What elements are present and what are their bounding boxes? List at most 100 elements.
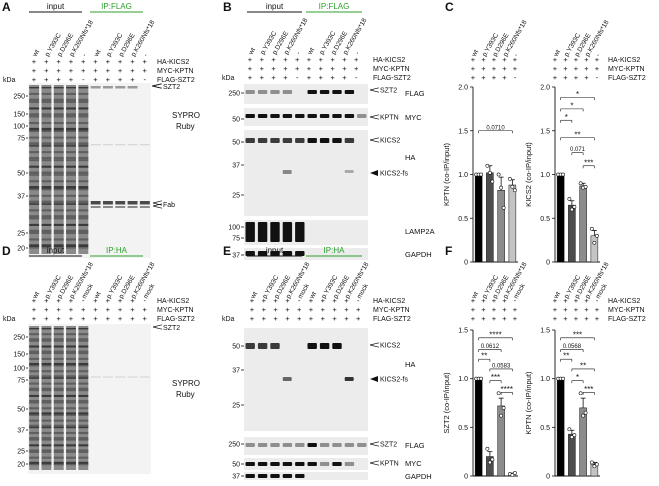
condition-mark: +: [106, 75, 111, 84]
gel-protein-band: [78, 382, 89, 385]
antibody-label: MYC: [405, 459, 422, 468]
condition-mark: +: [283, 73, 288, 82]
data-point: [561, 376, 566, 381]
condition-mark: +: [321, 305, 326, 314]
gel-protein-band: [29, 116, 40, 118]
gel-protein-band: [29, 171, 40, 175]
condition-mark: +: [248, 55, 253, 64]
condition-mark: +: [513, 64, 518, 73]
condition-mark: +: [553, 314, 558, 323]
gel-protein-band: [29, 365, 40, 367]
gel-protein-band: [41, 449, 52, 453]
gel-protein-band: [53, 116, 64, 118]
y-tick-label: 2.0: [540, 85, 550, 92]
condition-mark: +: [56, 305, 61, 314]
gel-protein-band: [78, 333, 89, 336]
blot-band: [282, 474, 293, 478]
y-tick-label: 1.0: [458, 376, 468, 383]
gel-protein-band: [41, 340, 52, 342]
blot-band: [357, 443, 367, 447]
blot-band: [282, 138, 293, 143]
gel-protein-band: [53, 159, 64, 162]
mw-marker: 20: [17, 462, 25, 469]
gel-lane-smear: [66, 85, 76, 254]
condition-mark: +: [143, 314, 148, 323]
gel-protein-band: [53, 375, 64, 379]
gel-protein-band: [66, 412, 76, 416]
data-point: [572, 433, 577, 438]
significance-label: **: [580, 361, 586, 370]
bar-chart: 0 0.5 1.0 1.5 2.0 KPTN (co-IP/input) 0.0710: [442, 85, 518, 267]
gel-protein-band: [29, 345, 40, 348]
lane-name: wt: [93, 291, 103, 301]
gel-protein-band: [29, 387, 40, 391]
condition-mark: +: [553, 73, 558, 82]
condition-label: HA-KICS2: [373, 57, 405, 64]
condition-mark: +: [106, 314, 111, 323]
data-point: [512, 471, 517, 475]
condition-mark: +: [32, 66, 37, 75]
gel-protein-band: [78, 456, 89, 459]
blot-band: [307, 138, 317, 143]
gel-protein-band: [41, 402, 52, 404]
y-tick-label: 1.0: [540, 376, 550, 383]
condition-mark: +: [332, 314, 337, 323]
gel-protein-band: [29, 194, 40, 197]
condition-mark: +: [271, 55, 276, 64]
gel-protein-band: [66, 340, 76, 342]
gel-protein-band: [29, 218, 40, 220]
gel-lane-smear: [53, 85, 64, 254]
gel-protein-band: [29, 121, 40, 125]
gel-protein-band: [66, 116, 76, 118]
gel-fab-band: [90, 201, 101, 205]
condition-mark: +: [309, 296, 314, 305]
gel-protein-band: [66, 375, 76, 379]
condition-mark: +: [563, 305, 568, 314]
gel-protein-band: [53, 365, 64, 367]
condition-mark: +: [502, 64, 507, 73]
gel-protein-band: [53, 426, 64, 429]
mw-marker: 250: [13, 335, 25, 342]
antibody-label: HA: [405, 153, 415, 162]
gel-lane-smear: [29, 326, 40, 470]
gel-protein-band: [53, 414, 64, 416]
condition-mark: +: [285, 296, 290, 305]
gel-protein-band: [29, 377, 40, 379]
gel-protein-band: [66, 444, 76, 447]
data-point: [594, 462, 599, 467]
gel-protein-band: [66, 156, 76, 160]
condition-mark: -: [596, 73, 599, 82]
data-point: [499, 413, 504, 418]
gel-protein-band: [29, 352, 40, 355]
significance-label: *: [576, 373, 579, 382]
gel-protein-band: [41, 431, 52, 435]
blot-band: [257, 443, 268, 447]
gel-protein-band: [78, 156, 89, 160]
data-point: [567, 427, 572, 432]
gel-protein-band: [78, 402, 89, 404]
condition-mark: +: [481, 64, 486, 73]
condition-mark: -: [296, 73, 299, 82]
gel-protein-band: [53, 127, 64, 131]
data-point: [561, 172, 566, 177]
significance-label: *: [576, 90, 579, 99]
data-point: [501, 205, 506, 210]
condition-mark: +: [32, 57, 37, 66]
blot-band: [344, 170, 354, 173]
gel-lane-smear: [29, 85, 40, 254]
blot-band: [319, 138, 330, 143]
condition-mark: +: [262, 305, 267, 314]
gel-protein-band: [66, 159, 76, 162]
gel-protein-band: [29, 439, 40, 441]
gel-protein-band: [66, 400, 76, 403]
condition-mark: +: [56, 66, 61, 75]
condition-mark: +: [250, 305, 255, 314]
condition-mark: +: [93, 57, 98, 66]
gel-protein-band: [66, 232, 76, 234]
gel-protein-band: [29, 402, 40, 404]
gel-protein-band: [78, 463, 89, 466]
condition-label: HA-KICS2: [157, 298, 189, 305]
gel-protein-band: [53, 98, 64, 102]
